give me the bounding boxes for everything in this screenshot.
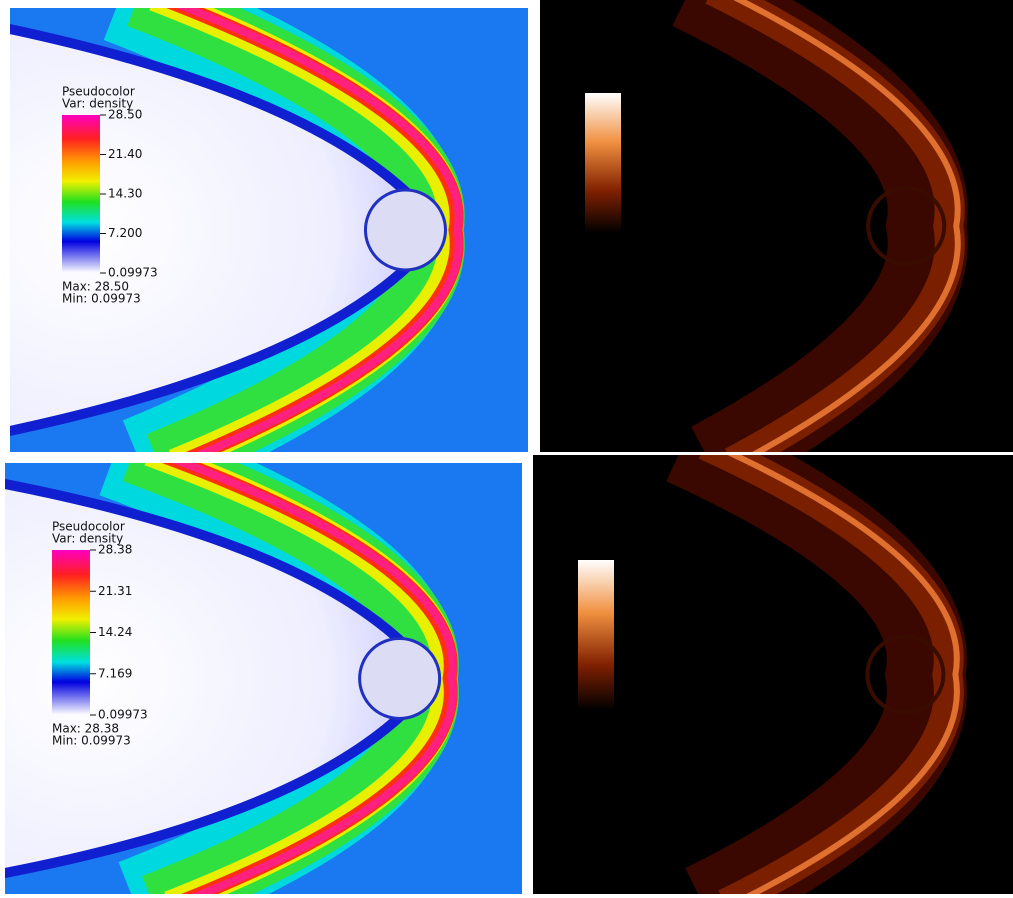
body [360, 639, 440, 719]
legend-tick-label: 14.30 [108, 187, 142, 201]
legend-min: Min: 0.09973 [62, 292, 141, 306]
visualization-screenshot: PseudocolorVar: density28.5021.4014.307.… [0, 0, 1013, 894]
legend-tick-label: 21.31 [98, 584, 132, 598]
heat-colorbar [585, 93, 621, 233]
legend-tick-label: 28.50 [108, 108, 142, 122]
legend-tick-label: 0.09973 [98, 708, 148, 722]
heat-colorbar [578, 560, 614, 710]
heat-panel [540, 0, 1013, 462]
legend-tick-label: 21.40 [108, 147, 142, 161]
body [365, 190, 445, 270]
legend-tick-label: 0.09973 [108, 266, 158, 280]
legend-min: Min: 0.09973 [52, 734, 131, 748]
legend-tick-label: 7.169 [98, 666, 132, 680]
colorbar [52, 550, 90, 715]
heat-panel [533, 445, 1013, 894]
legend-tick-label: 28.38 [98, 543, 132, 557]
legend-tick-label: 7.200 [108, 226, 142, 240]
colorbar [62, 115, 100, 273]
legend-tick-label: 14.24 [98, 625, 132, 639]
